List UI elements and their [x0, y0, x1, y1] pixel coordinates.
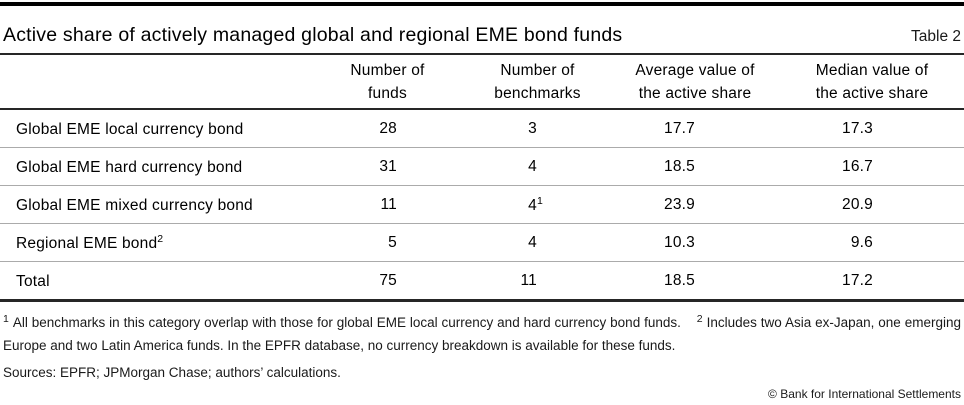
table-row: Global EME hard currency bond 31 4 18.5 … [0, 147, 964, 186]
header-line: Median value of [815, 61, 929, 79]
cell-category: Global EME hard currency bond [0, 147, 310, 186]
title-row: Active share of actively managed global … [0, 6, 964, 55]
header-row: Number of funds Number of benchmarks Ave… [0, 55, 964, 110]
cell-number-of-benchmarks: 11 [465, 261, 610, 302]
cell-median-active-share: 20.9 [780, 185, 964, 224]
table-body: Global EME local currency bond 28 3 17.7… [0, 109, 964, 302]
value: 3 [528, 119, 537, 137]
value: 18.5 [664, 157, 695, 175]
cell-number-of-funds: 5 [310, 223, 465, 262]
cell-category: Global EME mixed currency bond [0, 185, 310, 224]
table-title: Active share of actively managed global … [3, 24, 623, 46]
cell-average-active-share: 10.3 [610, 223, 780, 262]
cell-category: Global EME local currency bond [0, 109, 310, 148]
row-label: Global EME mixed currency bond [16, 196, 253, 214]
value: 17.2 [842, 271, 873, 289]
header-line: Number of [500, 61, 575, 79]
cell-median-active-share: 17.2 [780, 261, 964, 302]
cell-number-of-benchmarks: 41 [465, 185, 610, 224]
table-row: Global EME mixed currency bond 11 41 23.… [0, 185, 964, 224]
footnote-2-marker: 2 [696, 313, 703, 325]
value: 28 [379, 119, 397, 137]
footnote-1-marker: 1 [3, 313, 9, 325]
cell-average-active-share: 23.9 [610, 185, 780, 224]
footnotes-block: 1 All benchmarks in this category overlap… [0, 302, 964, 357]
sources-line: Sources: EPFR; JPMorgan Chase; authors’ … [3, 365, 341, 380]
table-header: Number of funds Number of benchmarks Ave… [0, 55, 964, 110]
column-header-number-of-funds: Number of funds [310, 55, 465, 110]
row-label: Regional EME bond [16, 234, 158, 252]
value: 20.9 [842, 195, 873, 213]
footnote-2-text: Includes two Asia ex-Japan, one emerging… [3, 315, 961, 353]
table-row: Global EME local currency bond 28 3 17.7… [0, 109, 964, 148]
value: 11 [520, 271, 537, 289]
cell-median-active-share: 17.3 [780, 109, 964, 148]
value: 23.9 [664, 195, 695, 213]
footnote-1-text: All benchmarks in this category overlap … [12, 315, 681, 330]
row-label: Global EME local currency bond [16, 120, 244, 138]
value: 4 [528, 157, 537, 175]
cell-number-of-benchmarks: 4 [465, 223, 610, 262]
cell-median-active-share: 16.7 [780, 147, 964, 186]
cell-median-active-share: 9.6 [780, 223, 964, 262]
table-row: Regional EME bond2 5 4 10.3 9.6 [0, 223, 964, 262]
copyright-notice: © Bank for International Settlements [768, 387, 961, 401]
cell-average-active-share: 18.5 [610, 261, 780, 302]
header-line: the active share [638, 84, 752, 102]
value: 9.6 [850, 233, 873, 251]
table-row-total: Total 75 11 18.5 17.2 [0, 261, 964, 302]
cell-average-active-share: 18.5 [610, 147, 780, 186]
value: 4 [528, 233, 537, 251]
value: 17.3 [842, 119, 873, 137]
column-header-average-active-share: Average value of the active share [610, 55, 780, 110]
cell-category: Regional EME bond2 [0, 223, 310, 262]
cell-number-of-funds: 11 [310, 185, 465, 224]
cell-number-of-funds: 28 [310, 109, 465, 148]
value: 31 [379, 157, 397, 175]
header-line: benchmarks [494, 84, 581, 102]
value: 5 [388, 233, 397, 251]
header-line: funds [368, 84, 407, 102]
cell-number-of-funds: 31 [310, 147, 465, 186]
value: 75 [379, 271, 397, 289]
cell-average-active-share: 17.7 [610, 109, 780, 148]
value: 16.7 [842, 157, 873, 175]
row-label: Total [16, 272, 50, 290]
row-label: Global EME hard currency bond [16, 158, 243, 176]
row-label-superscript: 2 [157, 232, 164, 245]
cell-number-of-funds: 75 [310, 261, 465, 302]
active-share-table: Number of funds Number of benchmarks Ave… [0, 55, 964, 302]
column-header-median-active-share: Median value of the active share [780, 55, 964, 110]
table-number-label: Table 2 [911, 28, 961, 45]
header-line: the active share [815, 84, 929, 102]
header-line: Number of [350, 61, 425, 79]
value: 11 [380, 195, 397, 213]
value: 18.5 [664, 271, 695, 289]
column-header-number-of-benchmarks: Number of benchmarks [465, 55, 610, 110]
top-rule [0, 2, 964, 6]
cell-category: Total [0, 261, 310, 302]
column-header-category [0, 55, 310, 110]
value: 17.7 [664, 119, 695, 137]
cell-number-of-benchmarks: 3 [465, 109, 610, 148]
cell-number-of-benchmarks: 4 [465, 147, 610, 186]
header-line: Average value of [635, 61, 755, 79]
value: 10.3 [664, 233, 695, 251]
value: 4 [528, 196, 537, 214]
